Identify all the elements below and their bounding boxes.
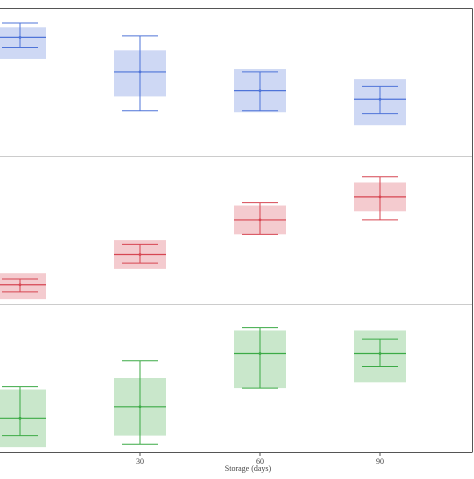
box-red [0,273,46,300]
x-tick-label: 60 [256,457,264,466]
mean-point [258,89,262,93]
mean-point [18,283,22,287]
mean-point [378,195,382,199]
mean-point [378,352,382,355]
mean-point [18,416,22,420]
mean-point [18,35,22,39]
mean-point [138,253,142,256]
mean-point [138,405,142,409]
x-axis-label: Storage (days) [225,464,272,473]
mean-point [378,97,382,101]
mean-point [258,352,262,355]
mean-point [138,70,142,74]
box-blue [0,27,46,59]
x-tick-label: 30 [136,457,144,466]
mean-point [258,218,262,222]
x-tick-label: 90 [376,457,384,466]
